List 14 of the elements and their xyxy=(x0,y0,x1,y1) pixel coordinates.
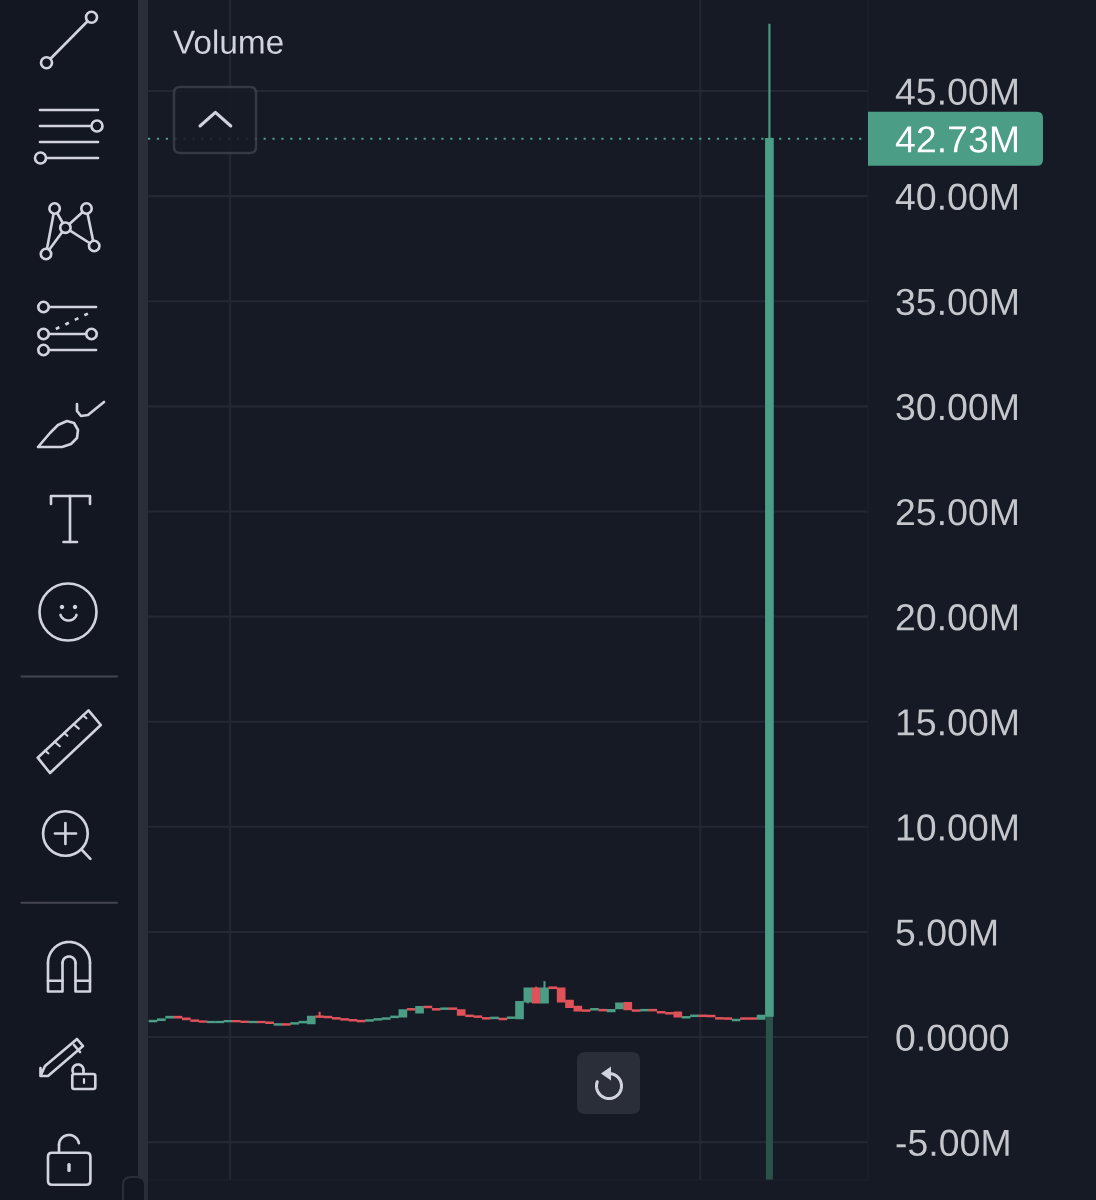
y-tick-label: 15.00M xyxy=(897,709,1017,736)
y-tick-label: 40.00M xyxy=(895,183,1017,211)
y-tick-label: 30.00M xyxy=(896,393,1017,421)
ref-line-label: 42.73M xyxy=(895,126,1017,153)
text: Volume xyxy=(173,29,283,54)
y-tick-label: 35.00M xyxy=(896,288,1017,316)
y-tick-label: 45.00M xyxy=(895,78,1017,105)
y-tick-label: 10.00M xyxy=(897,814,1017,841)
y-tick-label: 0.0000 xyxy=(896,1024,1009,1051)
y-tick-label: 20.00M xyxy=(896,604,1017,631)
y-tick-label: -5.00M xyxy=(896,1129,1009,1157)
y-tick-label: 5.00M xyxy=(896,919,997,946)
y-tick-label: 25.00M xyxy=(896,498,1017,526)
candlestick xyxy=(540,980,549,1004)
